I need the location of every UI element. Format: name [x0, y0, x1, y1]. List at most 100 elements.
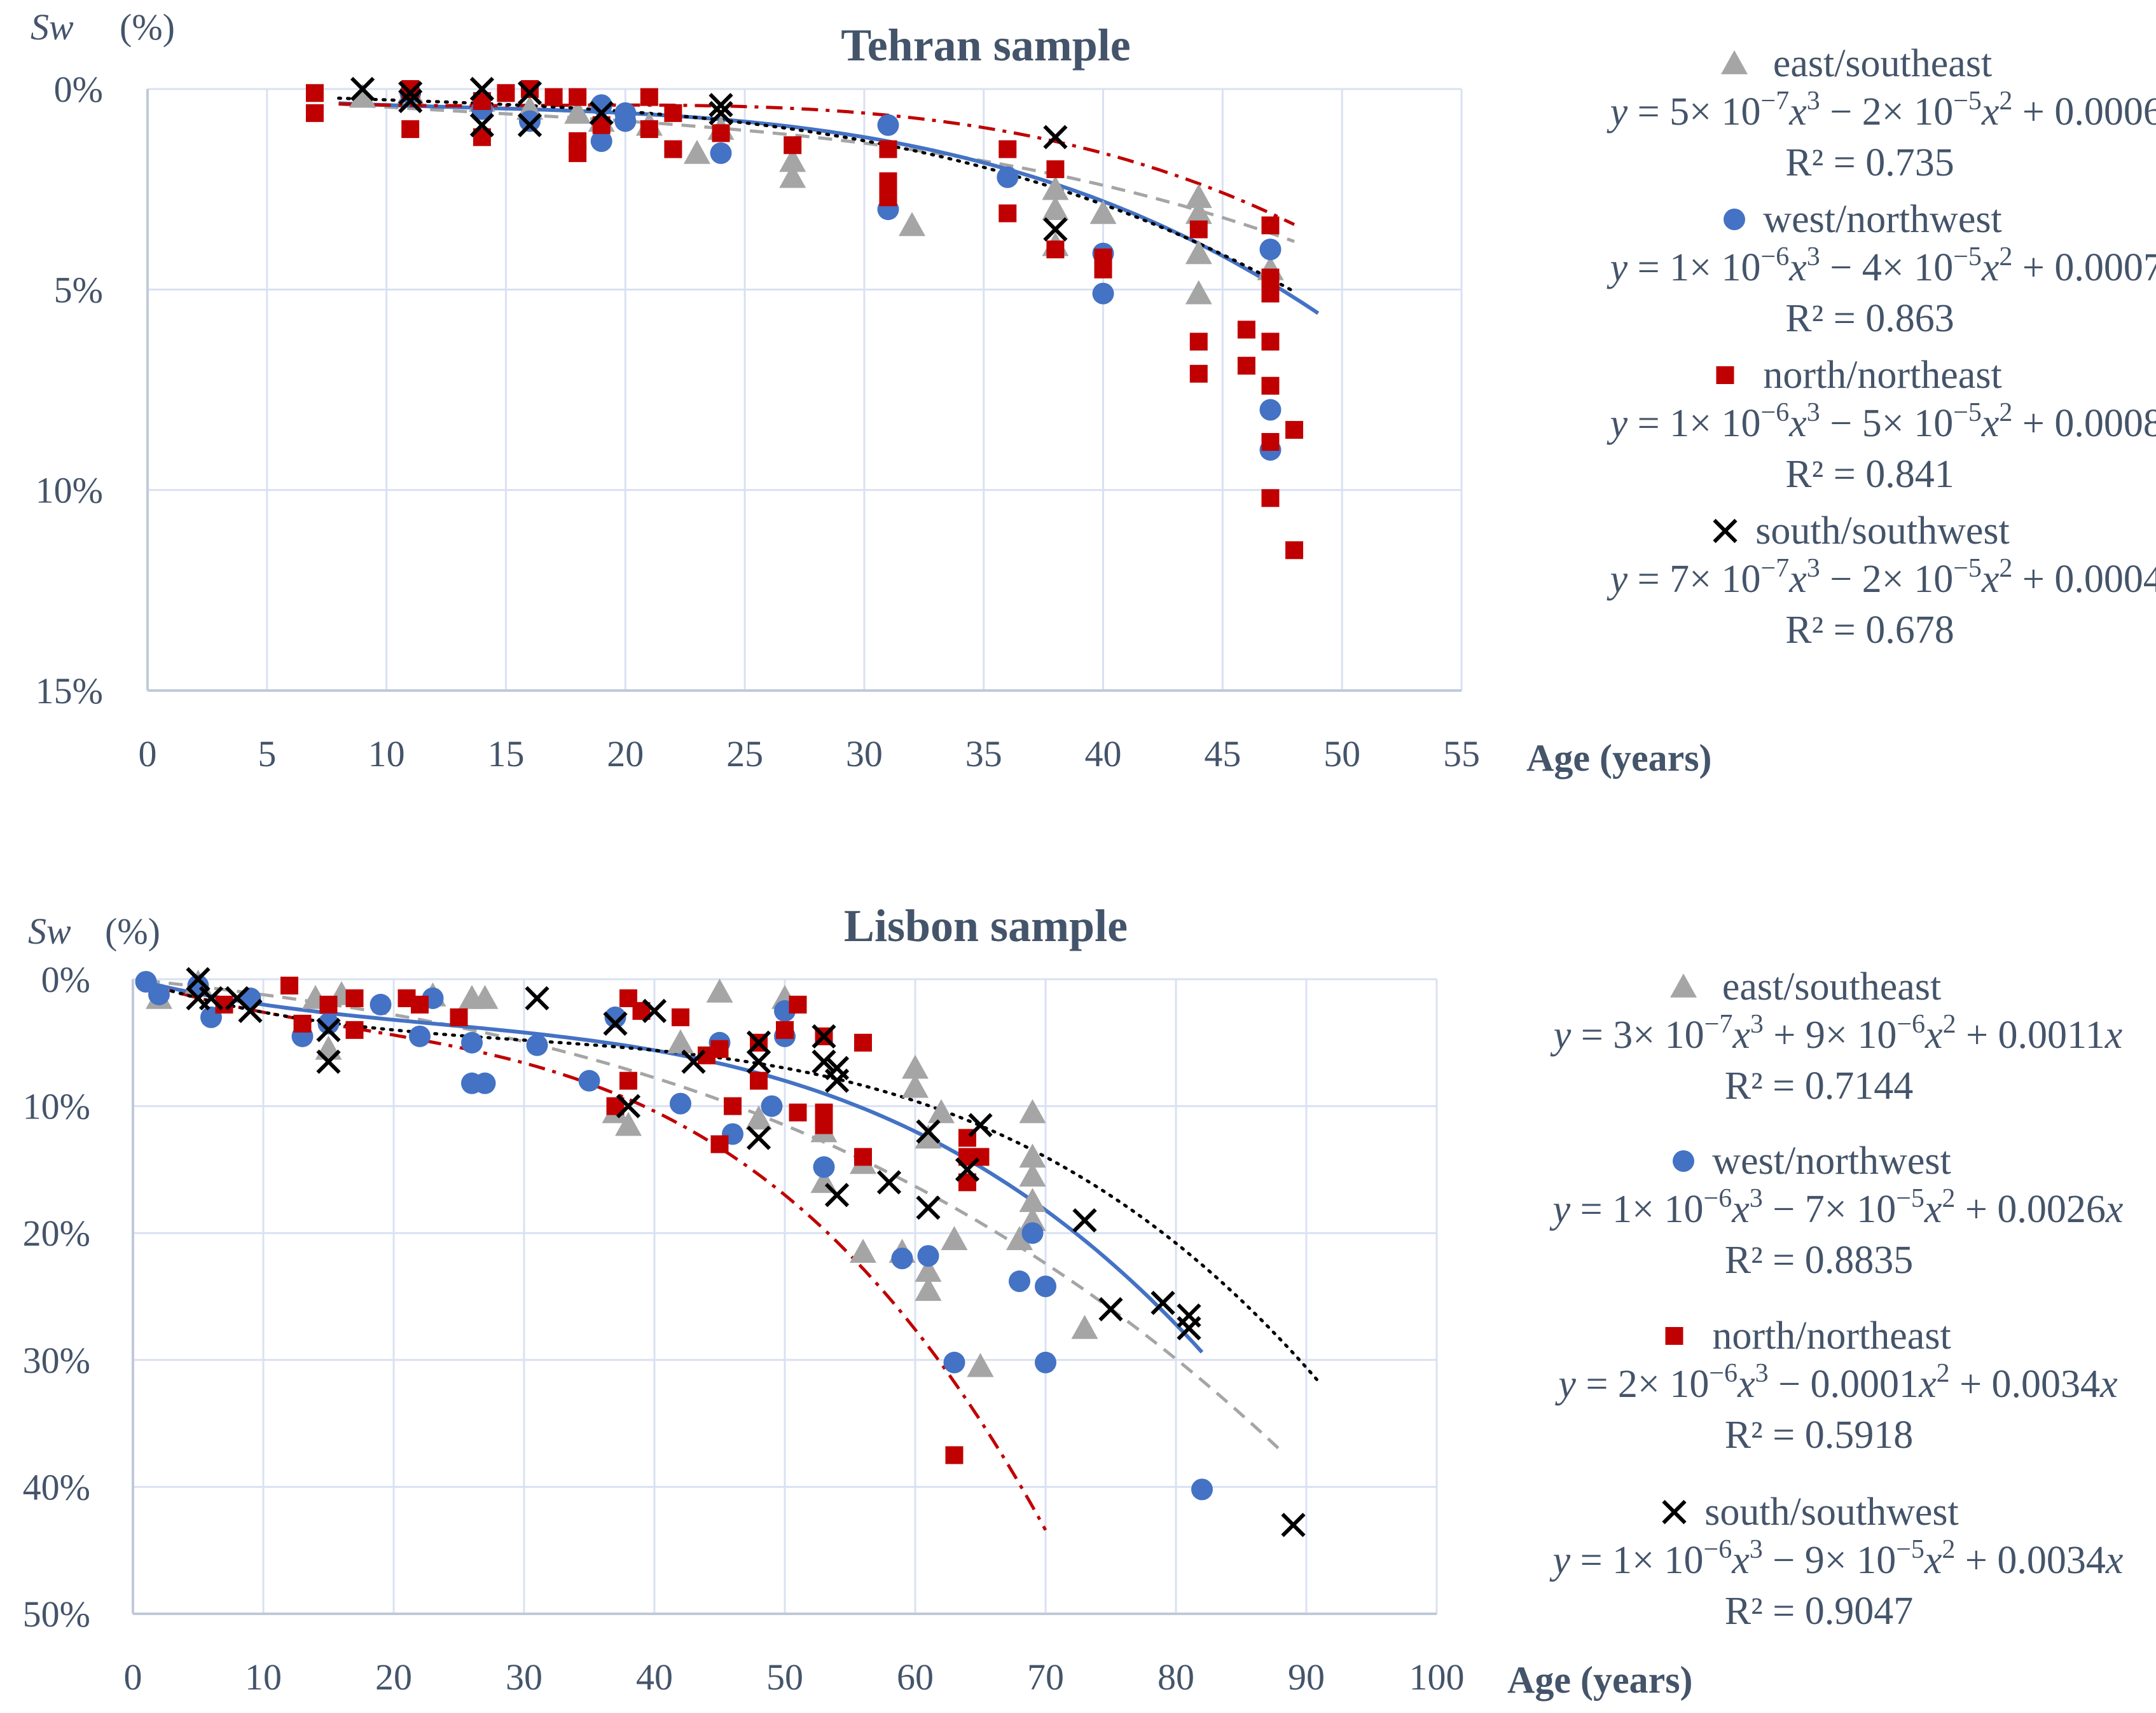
lisbon-y-tick-label: 0% — [41, 959, 90, 1000]
lisbon-y-tick-label: 10% — [23, 1086, 90, 1127]
lisbon-point-north-northeast — [345, 989, 364, 1007]
tehran-point-south-southwest — [708, 93, 733, 118]
lisbon-axes: 0 10 20 30 40 50 60 70 80 90 100 0% 10% 20% 30% 40% 50% A… — [23, 911, 1693, 1701]
lisbon-point-east-southeast — [928, 1099, 955, 1124]
tehran-x-tick-label: 55 — [1443, 733, 1480, 774]
lisbon-point-south-southwest — [238, 998, 263, 1024]
lisbon-point-east-southeast — [1006, 1226, 1033, 1250]
tehran-point-north-northeast — [1261, 268, 1280, 287]
lisbon-point-north-northeast — [750, 1071, 768, 1090]
tehran-legend-r2: R² = 0.841 — [1785, 453, 1954, 496]
tehran-point-north-northeast — [1285, 541, 1304, 560]
lisbon-point-north-northeast — [945, 1446, 964, 1464]
lisbon-point-south-southwest — [746, 1049, 771, 1074]
lisbon-point-south-southwest — [316, 1049, 341, 1074]
lisbon-legend-label: east/southeast — [1722, 965, 1941, 1008]
lisbon-point-west-northwest — [1021, 1222, 1044, 1244]
lisbon-legend-label: north/northeast — [1712, 1314, 1951, 1358]
lisbon-point-east-southeast — [615, 1111, 642, 1136]
lisbon-point-south-southwest — [824, 1183, 850, 1207]
lisbon-x-tick-label: 60 — [897, 1656, 934, 1698]
lisbon-point-north-northeast — [319, 995, 338, 1014]
tehran-point-west-northwest — [877, 114, 899, 136]
tehran-point-north-northeast — [1237, 357, 1255, 375]
tehran-point-north-northeast — [569, 144, 587, 162]
lisbon-point-west-northwest — [943, 1351, 965, 1373]
lisbon-y-tick-label: 50% — [23, 1593, 90, 1635]
lisbon-legend-equation: y = 1× 10−6​x3​ − 7× 10−5​x2​ + 0.0026x — [1549, 1184, 2124, 1231]
tehran-chart-title: Tehran sample — [841, 20, 1130, 71]
lisbon-point-east-southeast — [1071, 1314, 1098, 1339]
lisbon-point-south-southwest — [186, 967, 211, 992]
tehran-point-north-northeast — [1261, 489, 1280, 507]
tehran-point-west-northwest — [1092, 282, 1114, 305]
tehran-point-north-northeast — [712, 124, 730, 142]
lisbon-x-tick-label: 50 — [766, 1656, 803, 1698]
lisbon-point-west-northwest — [474, 1072, 496, 1094]
tehran-point-east-southeast — [899, 212, 926, 237]
lisbon-point-east-southeast — [941, 1226, 968, 1250]
tehran-grid — [148, 88, 1463, 691]
lisbon-point-north-northeast — [854, 1033, 872, 1052]
lisbon-legend-marker-west-northwest — [1673, 1150, 1694, 1172]
lisbon-x-tick-label: 30 — [506, 1656, 542, 1698]
tehran-point-west-northwest — [590, 130, 612, 152]
lisbon-point-north-northeast — [411, 995, 429, 1014]
lisbon-trendline-south-southwest — [144, 982, 1321, 1384]
tehran-point-north-northeast — [879, 140, 897, 158]
tehran-point-south-southwest — [1043, 125, 1068, 149]
lisbon-point-west-northwest — [370, 993, 392, 1015]
lisbon-y-axis-unit: (%) — [105, 911, 160, 952]
tehran-data-points — [305, 76, 1304, 560]
tehran-point-north-northeast — [1189, 364, 1208, 383]
lisbon-point-north-northeast — [345, 1021, 364, 1039]
tehran-point-north-northeast — [784, 136, 802, 155]
tehran-point-west-northwest — [614, 110, 637, 132]
lisbon-legend-r2: R² = 0.5918 — [1725, 1414, 1913, 1457]
lisbon-point-north-northeast — [710, 1040, 729, 1058]
lisbon-point-west-northwest — [891, 1248, 913, 1270]
lisbon-point-east-southeast — [1019, 1143, 1046, 1168]
lisbon-point-east-southeast — [915, 1258, 942, 1282]
tehran-legend-label: west/northwest — [1763, 198, 2001, 241]
tehran-point-south-southwest — [517, 81, 542, 106]
lisbon-point-west-northwest — [1035, 1276, 1056, 1298]
tehran-point-east-southeast — [564, 99, 591, 124]
lisbon-x-tick-label: 100 — [1409, 1656, 1465, 1698]
tehran-axes: 0 5 10 15 20 25 30 35 40 45 50 55 0% 5% 10% 15% Age (yea… — [31, 6, 1712, 779]
tehran-chart: Tehran sample 0 5 10 15 20 25 30 35 40 45 50 55 0% 5%… — [31, 6, 2156, 779]
tehran-trendline-south-southwest — [337, 96, 1296, 294]
tehran-point-north-northeast — [1261, 333, 1280, 351]
lisbon-x-tick-label: 40 — [636, 1656, 673, 1698]
lisbon-point-south-southwest — [603, 1011, 628, 1036]
lisbon-y-axis-variable: Sw — [28, 911, 71, 952]
tehran-y-tick-label: 15% — [36, 670, 103, 712]
tehran-point-north-northeast — [305, 104, 324, 122]
tehran-y-tick-label: 10% — [36, 470, 103, 511]
tehran-point-east-southeast — [1042, 196, 1069, 220]
lisbon-point-east-southeast — [667, 1029, 694, 1054]
lisbon-point-west-northwest — [461, 1031, 483, 1054]
lisbon-point-north-northeast — [789, 995, 807, 1014]
tehran-point-north-northeast — [1261, 376, 1280, 395]
lisbon-legend-r2: R² = 0.7144 — [1725, 1064, 1913, 1108]
tehran-point-east-southeast — [1089, 200, 1117, 224]
tehran-x-tick-label: 15 — [487, 733, 524, 774]
lisbon-point-south-southwest — [916, 1195, 941, 1220]
tehran-legend-marker-east-southeast — [1721, 50, 1748, 74]
tehran-legend-r2: R² = 0.735 — [1785, 141, 1954, 184]
lisbon-x-axis-title: Age (years) — [1507, 1659, 1693, 1701]
tehran-y-tick-label: 0% — [54, 69, 103, 110]
lisbon-point-south-southwest — [642, 998, 667, 1024]
tehran-legend-equation: y = 5× 10−7​x3​ − 2× 10−5​x2​ + 0.0006x — [1607, 86, 2156, 134]
lisbon-point-west-northwest — [1191, 1478, 1213, 1501]
lisbon-point-east-southeast — [967, 1352, 994, 1377]
tehran-point-south-southwest — [708, 100, 733, 125]
lisbon-point-west-northwest — [578, 1070, 600, 1092]
tehran-point-south-southwest — [469, 113, 495, 137]
tehran-x-tick-label: 5 — [258, 733, 276, 774]
lisbon-point-south-southwest — [916, 1119, 941, 1144]
tehran-x-tick-label: 35 — [965, 733, 1002, 774]
tehran-point-north-northeast — [305, 84, 324, 102]
